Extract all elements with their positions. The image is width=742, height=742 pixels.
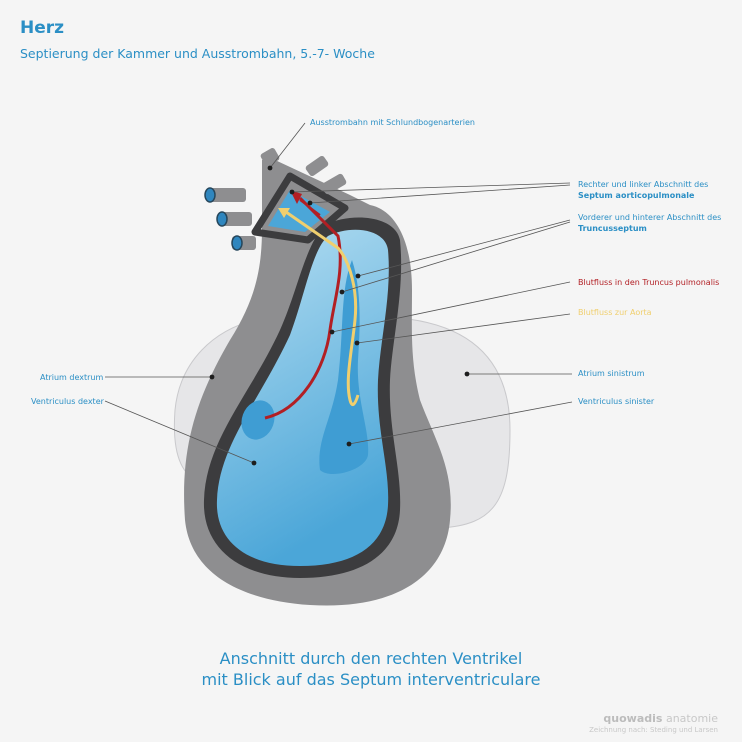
logo: quowadis anatomie Zeichnung nach: Stedin… bbox=[589, 712, 718, 734]
leader-lines bbox=[104, 122, 573, 464]
caption-line1: Anschnitt durch den rechten Ventrikel bbox=[219, 649, 523, 668]
label-ventriculus-dexter: Ventriculus dexter bbox=[31, 397, 104, 406]
logo-credit: Zeichnung nach: Steding und Larsen bbox=[589, 726, 718, 734]
label-atrium-dextrum: Atrium dextrum bbox=[40, 373, 104, 382]
label-septum-aorticopulmonale: Rechter und linker Abschnitt des Septum … bbox=[578, 179, 708, 201]
ventricle-right-ridge bbox=[241, 400, 275, 440]
blutfluss-aorta-path bbox=[285, 210, 360, 407]
label-atrium-sinistrum: Atrium sinistrum bbox=[578, 369, 645, 378]
leader-dots bbox=[209, 165, 470, 466]
label-ventriculus-sinister: Ventriculus sinister bbox=[578, 397, 655, 406]
caption: Anschnitt durch den rechten Ventrikel mi… bbox=[0, 648, 742, 690]
label-blutfluss-truncus-pulmonalis: Blutfluss in den Truncus pulmonalis bbox=[578, 278, 720, 287]
outflow-tract-wall bbox=[251, 172, 349, 244]
label-truncusseptum-line2: Truncusseptum bbox=[578, 224, 647, 233]
blutfluss-truncus-pulmonalis-path bbox=[264, 196, 342, 420]
page-subtitle: Septierung der Kammer und Ausstrombahn, … bbox=[20, 46, 375, 61]
label-truncusseptum: Vorderer und hinterer Abschnitt des Trun… bbox=[578, 212, 721, 234]
label-septum-aorticopulmonale-line2: Septum aorticopulmonale bbox=[578, 191, 695, 200]
label-septum-aorticopulmonale-line1: Rechter und linker Abschnitt des bbox=[578, 180, 709, 189]
label-truncusseptum-line1: Vorderer und hinterer Abschnitt des bbox=[578, 213, 722, 222]
page-title: Herz bbox=[20, 18, 65, 38]
septum-aorticopulmonale-arrow bbox=[299, 199, 321, 216]
arch-artery-openings bbox=[204, 187, 243, 251]
caption-line2: mit Blick auf das Septum interventricula… bbox=[201, 670, 541, 689]
label-ausstrombahn: Ausstrombahn mit Schlundbogenarterien bbox=[310, 118, 475, 127]
logo-brand-rest: anatomie bbox=[662, 712, 718, 725]
logo-brand: quowadis anatomie bbox=[589, 712, 718, 725]
label-blutfluss-aorta: Blutfluss zur Aorta bbox=[578, 308, 652, 317]
logo-brand-bold: quowadis bbox=[603, 712, 663, 725]
blutfluss-aorta-arrow bbox=[278, 208, 290, 218]
outflow-tract-lumen bbox=[268, 190, 330, 232]
